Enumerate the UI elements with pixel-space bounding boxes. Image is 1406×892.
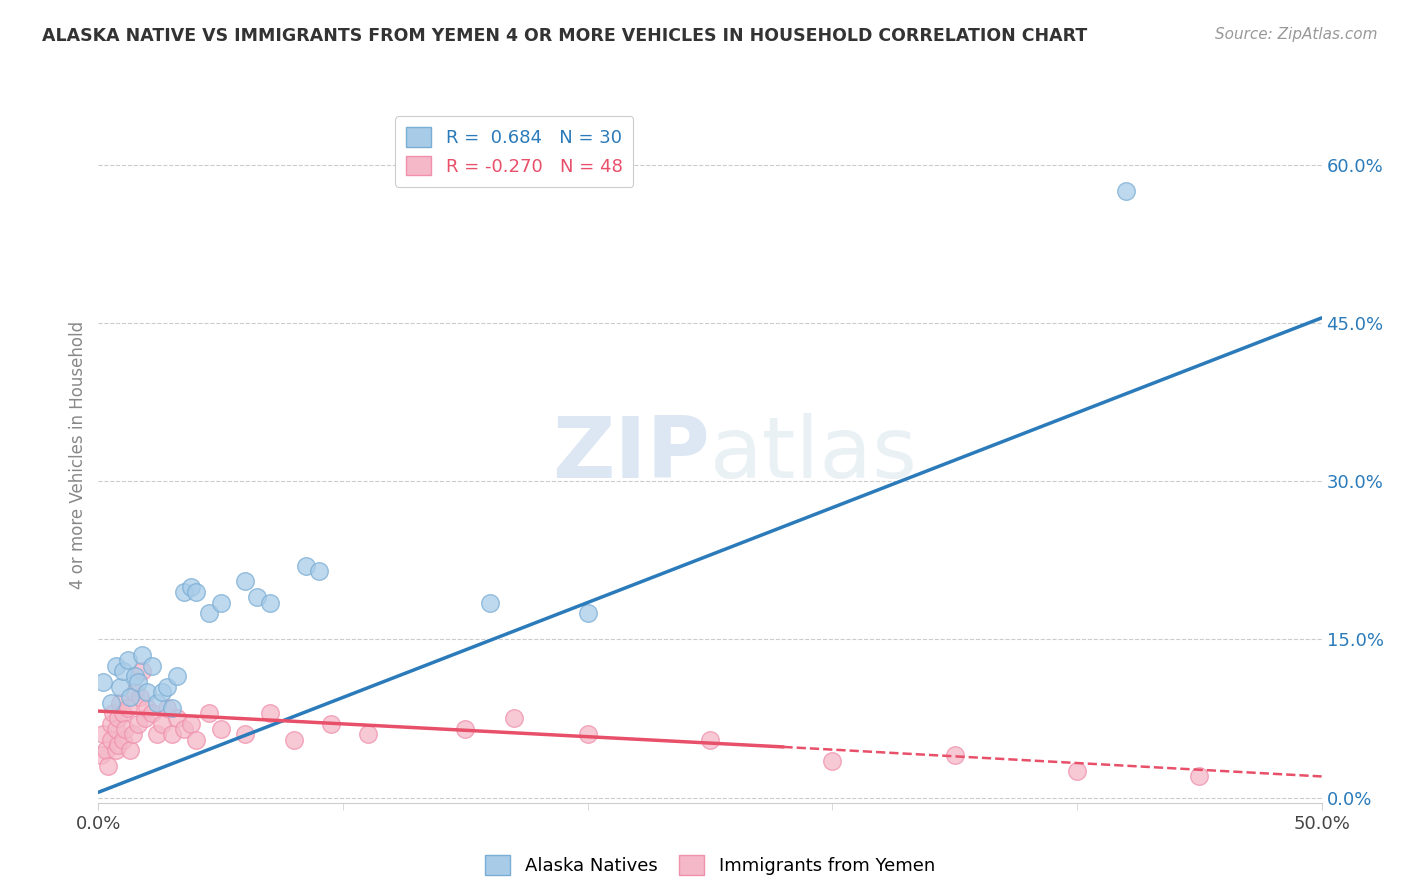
Point — [100, 696, 122, 710]
Point — [97, 759, 120, 773]
Text: ZIP: ZIP — [553, 413, 710, 497]
Point — [233, 574, 256, 589]
Point — [1066, 764, 1088, 779]
Point — [111, 732, 134, 747]
Point — [308, 564, 330, 578]
Point — [91, 674, 114, 689]
Point — [576, 606, 599, 620]
Point — [156, 680, 179, 694]
Point — [160, 727, 183, 741]
Point — [94, 743, 117, 757]
Point — [576, 727, 599, 741]
Point — [943, 748, 966, 763]
Point — [129, 690, 152, 705]
Point — [100, 716, 122, 731]
Point — [110, 696, 132, 710]
Point — [111, 706, 134, 721]
Point — [121, 727, 143, 741]
Text: ALASKA NATIVE VS IMMIGRANTS FROM YEMEN 4 OR MORE VEHICLES IN HOUSEHOLD CORRELATI: ALASKA NATIVE VS IMMIGRANTS FROM YEMEN 4… — [42, 27, 1087, 45]
Point — [101, 706, 124, 721]
Point — [114, 722, 136, 736]
Point — [259, 595, 281, 609]
Point — [1115, 185, 1137, 199]
Point — [166, 669, 188, 683]
Point — [180, 580, 202, 594]
Point — [478, 595, 501, 609]
Point — [91, 727, 114, 741]
Point — [117, 653, 139, 667]
Point — [209, 722, 232, 736]
Point — [110, 680, 132, 694]
Point — [233, 727, 256, 741]
Point — [356, 727, 378, 741]
Point — [107, 738, 129, 752]
Point — [454, 722, 477, 736]
Point — [209, 595, 232, 609]
Point — [246, 591, 269, 605]
Point — [146, 727, 169, 741]
Text: Source: ZipAtlas.com: Source: ZipAtlas.com — [1215, 27, 1378, 42]
Point — [197, 606, 219, 620]
Point — [120, 743, 142, 757]
Point — [166, 711, 188, 725]
Point — [186, 732, 208, 747]
Point — [117, 701, 139, 715]
Point — [319, 716, 342, 731]
Point — [821, 754, 844, 768]
Legend: Alaska Natives, Immigrants from Yemen: Alaska Natives, Immigrants from Yemen — [477, 847, 943, 884]
Point — [156, 701, 179, 715]
Point — [104, 722, 127, 736]
Point — [186, 585, 208, 599]
Point — [120, 690, 142, 705]
Point — [150, 716, 173, 731]
Point — [107, 711, 129, 725]
Point — [150, 685, 173, 699]
Point — [124, 685, 146, 699]
Point — [90, 748, 112, 763]
Point — [111, 664, 134, 678]
Point — [141, 658, 163, 673]
Point — [503, 711, 526, 725]
Point — [100, 732, 122, 747]
Point — [127, 674, 149, 689]
Point — [131, 664, 153, 678]
Point — [127, 716, 149, 731]
Point — [146, 696, 169, 710]
Point — [141, 706, 163, 721]
Point — [160, 701, 183, 715]
Point — [699, 732, 721, 747]
Point — [104, 658, 127, 673]
Point — [104, 743, 127, 757]
Point — [134, 711, 156, 725]
Point — [136, 701, 159, 715]
Point — [1188, 769, 1211, 783]
Point — [283, 732, 305, 747]
Point — [136, 685, 159, 699]
Point — [173, 722, 195, 736]
Point — [197, 706, 219, 721]
Point — [180, 716, 202, 731]
Point — [295, 558, 318, 573]
Point — [173, 585, 195, 599]
Text: atlas: atlas — [710, 413, 918, 497]
Point — [131, 648, 153, 663]
Point — [124, 669, 146, 683]
Y-axis label: 4 or more Vehicles in Household: 4 or more Vehicles in Household — [69, 321, 87, 589]
Point — [259, 706, 281, 721]
